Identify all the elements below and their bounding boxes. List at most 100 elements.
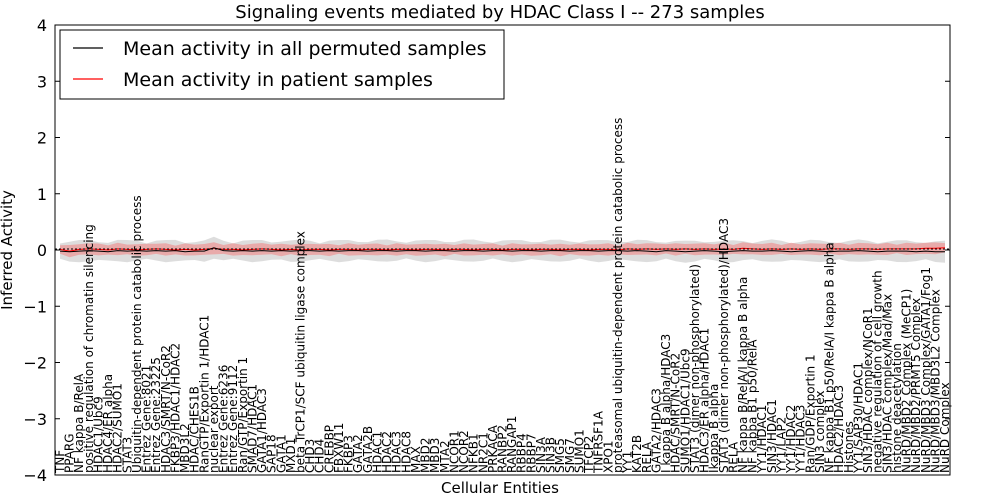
x-tick-label: NCOR2 <box>457 430 471 473</box>
x-tick-label: SUMO1/HDAC1/Ubc9 <box>678 348 692 473</box>
x-tick-label: SIN3/HDAC complex/NCoR1 <box>861 307 875 473</box>
x-tick-label: negative regulation of cell growth <box>871 270 885 473</box>
x-tick-label: histone deacetylation <box>890 343 904 473</box>
x-tick-label: HDAC1 <box>370 431 384 473</box>
x-tick-label: NuRD/MBD3 Complex/GATA1/Fog1 <box>919 267 933 473</box>
x-tick-label: MBD3 <box>428 438 442 473</box>
x-tick-label: MBD2 <box>419 437 433 472</box>
plot-area <box>55 236 950 263</box>
x-tick-label: HDAC/SMRT/N-CoR2 <box>669 353 683 473</box>
x-tick-label: HDAC2 <box>380 431 394 473</box>
legend-label-permuted: Mean activity in all permuted samples <box>123 38 486 60</box>
x-tick-label: RANGAP1 <box>505 416 519 473</box>
x-tick-label: I kappa B alpha/HDAC3 <box>659 334 673 473</box>
x-tick-label: proteasomal ubiquitin-dependent protein … <box>611 118 625 473</box>
x-tick-label: RBBP4 <box>515 433 529 473</box>
x-tick-label: SAP18 <box>265 434 279 473</box>
x-tick-label: CHD3 <box>303 439 317 473</box>
y-axis-label: Inferred Activity <box>0 190 16 310</box>
x-tick-label: STAT3 <box>120 437 134 473</box>
x-tick-label: SMG7 <box>563 438 577 473</box>
x-tick-label: beta TrCP1/SCF ubiquitin ligase complex <box>294 231 308 473</box>
x-tick-label: PPARG <box>63 433 77 473</box>
x-tick-label: positive regulation of chromatin silenci… <box>82 224 96 473</box>
x-tick-label: YY1/LAP2 <box>775 417 789 474</box>
x-tick-label: HDAC3 <box>390 431 404 473</box>
x-tick-label: HDAC/CHES1B <box>188 386 202 473</box>
x-tick-label: SIN3/HDAC complex/Mad/Max <box>880 294 894 473</box>
x-tick-label: Ikappa B alpha <box>707 384 721 473</box>
x-tick-label: Entrez Gene:23225 <box>149 357 163 473</box>
x-tick-label: RELA <box>726 441 740 473</box>
x-tick-label: HDAC1/Ubc9 <box>92 396 106 473</box>
x-tick-label: RELA <box>640 441 654 473</box>
x-tick-label: YY1 <box>621 451 635 474</box>
x-tick-label: SIN3/HDAC1 <box>765 399 779 473</box>
x-tick-label: SMAD7/HDAC1 <box>245 384 259 473</box>
x-tick-label: RANBP2 <box>496 425 510 473</box>
x-tick-label: FKBP3 <box>342 435 356 473</box>
y-tick-label: −2 <box>23 354 47 373</box>
x-tick-label: SUMO1 <box>573 429 587 473</box>
x-tick-label: SIN3B <box>544 437 558 473</box>
y-tick-label: 3 <box>37 72 47 91</box>
x-tick-label: HDAC2/HDAC3 <box>832 385 846 473</box>
y-tick-label: 0 <box>37 241 47 260</box>
y-tick-label: −1 <box>23 297 47 316</box>
x-tick-label: FBXW11 <box>332 423 346 474</box>
x-tick-label: Ran/GDP/Exportin 1 <box>803 354 817 473</box>
x-tick-label: GATA2B <box>361 426 375 473</box>
x-tick-label: HDAC2/SUMO1 <box>111 383 125 473</box>
x-tick-label: SMG5 <box>553 438 567 473</box>
x-tick-label: NuRD/MBD3/MBD3L2 Complex <box>928 289 942 473</box>
x-tick-label: NCOR1 <box>447 430 461 473</box>
x-tick-label: YY1/HDAC1 <box>755 405 769 474</box>
x-tick-label: NFKB1 <box>467 433 481 473</box>
x-tick-label: MTA2 <box>438 440 452 473</box>
y-tick-label: −4 <box>23 466 47 485</box>
x-tick-label: Entrez Gene:8021 <box>140 365 154 473</box>
x-tick-label: Ubiquitin-dependent protein catabolic pr… <box>130 195 144 473</box>
x-tick-label: GATA2/HDAC3 <box>649 388 663 473</box>
x-tick-label: NF kappa B/RelA/I kappa B alpha <box>736 277 750 473</box>
x-tick-label: CREBBP <box>322 425 336 473</box>
x-tick-label: STAT3 (dimer non-phosphorylated)/HDAC3 <box>717 218 731 473</box>
x-tick-label: GATA1 <box>274 434 288 473</box>
x-tick-label: RanGTP/Exportin 1/HDAC1 <box>197 315 211 473</box>
x-tick-label: TFCP2 <box>582 436 596 474</box>
x-tick-label: XPO1 <box>601 440 615 473</box>
legend-box <box>59 29 505 100</box>
x-tick-label: FKBP3/HDAC1/HDAC2 <box>168 343 182 473</box>
legend: Mean activity in all permuted samples Me… <box>59 29 505 100</box>
x-tick-label: HDAC8 <box>399 431 413 473</box>
series-line-permuted <box>59 247 945 253</box>
x-tick-label: Histones <box>842 421 856 473</box>
x-tick-label: NuRD/MBD2 Complex (MeCP1) <box>900 289 914 473</box>
x-tick-label: TNFRSF1A <box>592 410 606 474</box>
x-tick-label: HDAC3/SMRT/N-CoR2 <box>159 345 173 473</box>
y-tick-label: 1 <box>37 185 47 204</box>
x-tick-label: KAT2B <box>630 435 644 473</box>
x-tick-label: RBBP7 <box>524 433 538 473</box>
legend-label-patient: Mean activity in patient samples <box>123 69 433 91</box>
x-tick-label: MAX <box>409 446 423 473</box>
x-tick-label: GATA2 <box>351 434 365 473</box>
x-tick-label: NR2C1 <box>476 432 490 473</box>
x-tick-label: Entrez Gene:9112 <box>226 365 240 473</box>
x-tick-label: NuRD/MBD2/PRMT5 Complex <box>909 298 923 473</box>
y-tick-label: 4 <box>37 16 47 35</box>
x-tick-label: YY1/HDAC2 <box>784 405 798 474</box>
x-tick-label: Ran/GTP/Exportin 1 <box>236 357 250 473</box>
x-tick-label: SIN3A <box>534 436 548 473</box>
x-tick-label: CHD4 <box>313 439 327 473</box>
x-tick-label: STAT3 (dimer non-phosphorylated) <box>688 264 702 473</box>
x-tick-label: GATA1/HDAC3 <box>255 388 269 473</box>
chart-title: Signaling events mediated by HDAC Class … <box>235 2 764 23</box>
x-tick-label: PRKACA <box>486 424 500 473</box>
x-tick-label: NF kappa B1 p50/RelA <box>746 339 760 473</box>
x-tick-label: nuclear export <box>207 385 221 473</box>
y-tick-label: −3 <box>23 410 47 429</box>
x-tick-label: HDAC4/ER alpha <box>101 374 115 473</box>
